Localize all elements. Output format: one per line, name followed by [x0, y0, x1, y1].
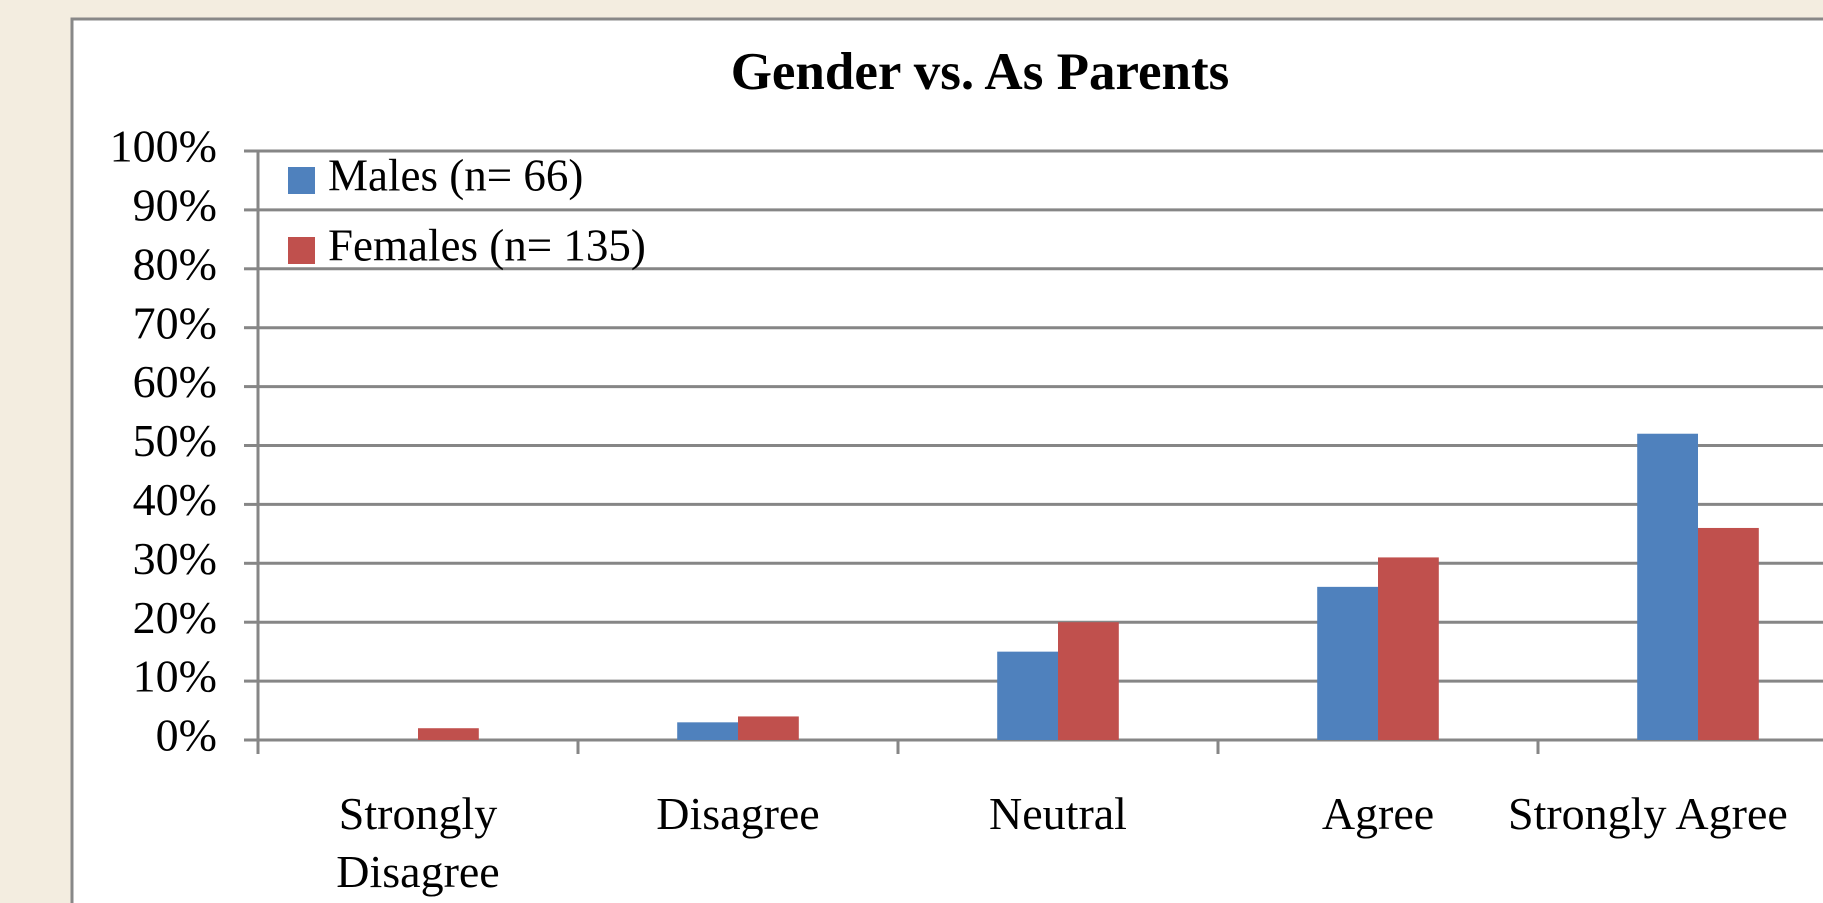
x-tick-label: Agree: [1321, 788, 1435, 839]
y-tick-label: 50%: [133, 415, 217, 466]
y-tick-label: 100%: [110, 121, 217, 172]
x-tick-label: Strongly Disagree: [336, 788, 500, 897]
bar: [1317, 586, 1378, 740]
y-tick-label: 70%: [133, 297, 217, 348]
x-tick-label: Neutral: [989, 788, 1127, 839]
bar: [1698, 527, 1759, 740]
y-tick-label: 80%: [133, 238, 217, 289]
bar: [677, 722, 738, 740]
y-tick-label: 20%: [133, 592, 217, 643]
bar: [418, 728, 479, 740]
legend-swatch: [288, 237, 315, 264]
legend-swatch: [288, 167, 315, 194]
bar: [738, 716, 799, 740]
bar: [997, 651, 1058, 740]
x-tick-label: Strongly Agree: [1508, 788, 1788, 839]
x-tick-label: Disagree: [656, 788, 820, 839]
y-tick-label: 60%: [133, 356, 217, 407]
bar: [1378, 557, 1439, 740]
chart-title: Gender vs. As Parents: [731, 43, 1230, 101]
y-tick-label: 90%: [133, 179, 217, 230]
legend-label: Females (n= 135): [328, 220, 646, 270]
y-tick-label: 0%: [156, 710, 217, 761]
bar: [1058, 622, 1119, 740]
y-tick-label: 10%: [133, 651, 217, 702]
legend-label: Males (n= 66): [328, 150, 583, 200]
y-tick-label: 40%: [133, 474, 217, 525]
chart-frame: [70, 17, 1823, 903]
y-tick-label: 30%: [133, 533, 217, 584]
bar: [1637, 433, 1698, 740]
